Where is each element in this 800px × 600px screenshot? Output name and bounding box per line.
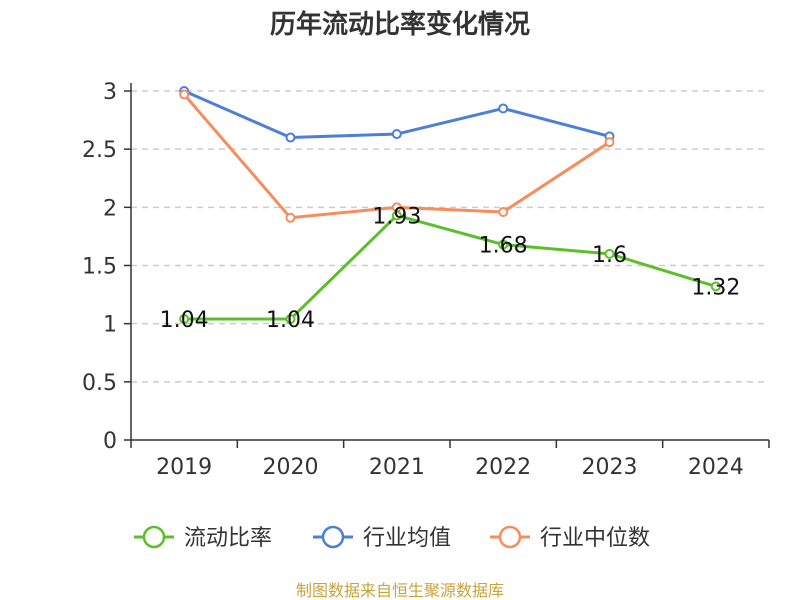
legend-marker	[142, 525, 166, 549]
data-point	[285, 314, 296, 325]
legend: 流动比率 行业均值 行业中位数	[134, 525, 650, 551]
x-tick-label: 2022	[475, 455, 531, 480]
legend-item: 行业中位数	[490, 525, 650, 551]
legend-item: 行业均值	[313, 525, 451, 551]
series-line-2	[183, 93, 611, 220]
source-note: 制图数据来自恒生聚源数据库	[296, 581, 504, 600]
y-tick-label: 1.5	[82, 255, 117, 280]
axes: 0 0.5 1 1.5 2 2.5 3 2019 2020 2021 2022 2023 2024	[82, 80, 770, 480]
legend-marker	[321, 525, 345, 549]
data-point	[498, 206, 509, 217]
grid	[131, 90, 769, 383]
y-tick-label: 0.5	[82, 371, 117, 396]
data-point	[604, 248, 615, 259]
x-tick-label: 2021	[369, 455, 425, 480]
legend-label: 流动比率	[184, 526, 272, 551]
data-label: 1.04	[266, 308, 315, 333]
data-point	[285, 212, 296, 223]
data-label: 1.68	[479, 234, 528, 259]
y-tick-label: 2.5	[82, 138, 117, 163]
y-tick-label: 0	[103, 429, 117, 454]
legend-marker	[498, 525, 522, 549]
data-point	[498, 103, 509, 114]
x-tick-label: 2020	[263, 455, 319, 480]
x-tick-label: 2023	[582, 455, 638, 480]
data-point	[285, 132, 296, 143]
data-labels: 1.04 1.04 1.93 1.68 1.6 1.32	[160, 204, 741, 333]
data-point	[710, 281, 721, 292]
y-tick-label: 3	[103, 80, 117, 105]
data-label: 1.04	[160, 308, 209, 333]
data-label: 1.32	[691, 275, 740, 300]
x-tick-label: 2024	[688, 455, 744, 480]
data-point	[604, 137, 615, 148]
data-label: 1.6	[592, 243, 627, 268]
y-tick-label: 2	[103, 196, 117, 221]
data-label: 1.93	[372, 204, 421, 229]
data-point	[391, 129, 402, 140]
series-line-0	[184, 213, 717, 321]
chart-title: 历年流动比率变化情况	[270, 9, 530, 40]
legend-label: 行业中位数	[540, 526, 650, 551]
data-point	[179, 314, 190, 325]
data-point	[179, 89, 190, 100]
y-tick-label: 1	[103, 313, 117, 338]
legend-label: 行业均值	[363, 526, 451, 551]
x-tick-label: 2019	[156, 455, 212, 480]
data-point	[391, 210, 402, 221]
legend-item: 流动比率	[134, 525, 272, 551]
data-point	[498, 239, 509, 250]
series-layer	[179, 86, 721, 325]
